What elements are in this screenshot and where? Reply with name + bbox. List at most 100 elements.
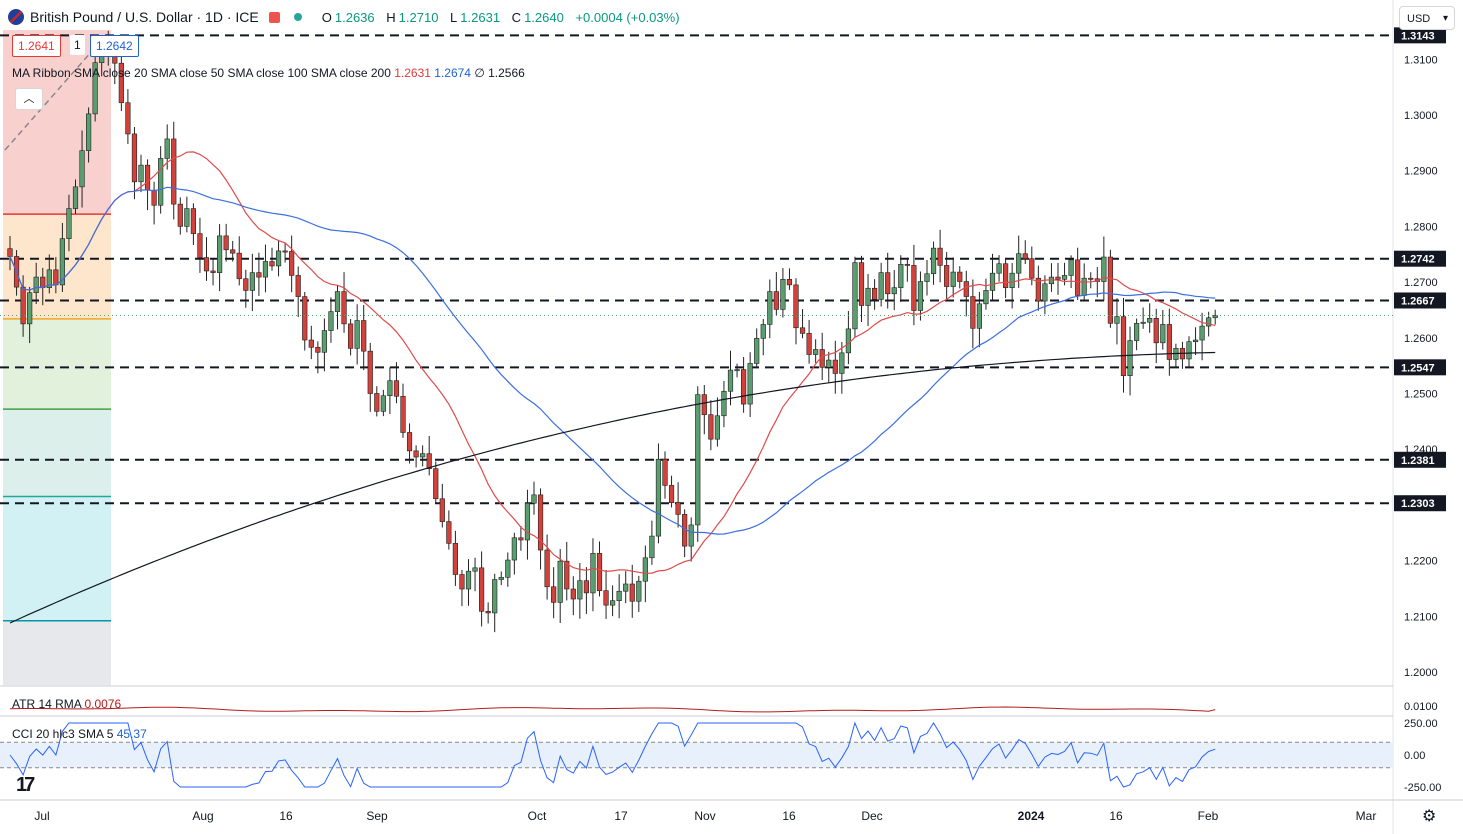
time-tick-label: Dec [861,809,882,823]
price-tick-label: 1.2500 [1404,389,1438,401]
atr-value: 0.0076 [84,697,122,711]
candle-body [465,570,472,590]
atr-line [9,706,1216,713]
candle-body [413,450,419,458]
candle [367,342,373,412]
candle-body [596,553,603,591]
candle-body [249,272,255,291]
candle [721,381,727,428]
atr-legend[interactable]: ATR 14 RMA 0.0076 [12,697,121,711]
candle [832,340,838,394]
candle [144,159,151,211]
candle [400,383,406,438]
candle-body [891,287,897,295]
candle [767,279,773,339]
candle-body [708,414,714,440]
candle-body [957,271,963,282]
candle-body [79,150,85,188]
candle-body [1199,325,1205,341]
time-tick-label: Sep [366,809,388,823]
candle-body [426,453,432,469]
candle-body [236,252,242,280]
candle-body [243,278,249,291]
candle-body [1022,253,1028,260]
candle [1179,341,1186,369]
candle [1127,326,1133,396]
buy-price-button[interactable]: 1.2642 [90,35,139,57]
atr-label: ATR 14 RMA [12,697,82,711]
candle-body [59,238,65,286]
market-status-dot-icon [293,13,302,21]
gear-icon[interactable]: ⚙ [1422,808,1437,825]
collapse-legend-button[interactable]: ︿ [15,88,43,110]
candle [701,385,707,435]
time-tick-label: 2024 [1018,809,1045,823]
time-tick-label: Mar [1356,809,1377,823]
candle [577,563,583,619]
candle [668,475,675,508]
candle-body [308,339,314,348]
candle [950,257,956,298]
candle [217,224,223,292]
candle [387,367,393,415]
candle-body [636,580,642,602]
candle [1101,236,1107,301]
cci-label: CCI 20 hlc3 SMA 5 [12,727,114,741]
candle-body [904,263,910,266]
currency-selector[interactable]: USD ▾ [1399,6,1455,30]
candle-body [721,390,727,417]
candle [609,585,616,617]
price-level-badge [1394,359,1446,376]
candle [406,423,413,464]
candle-body [197,233,203,258]
cci-legend[interactable]: CCI 20 hlc3 SMA 5 45.37 [12,727,147,741]
candle-body [7,248,13,257]
candle-body [714,415,720,440]
candle [826,351,832,383]
price-tick-label: 1.2900 [1404,166,1438,178]
candle [780,268,786,318]
tradingview-logo-icon[interactable]: 17 [16,774,35,796]
candle-body [289,251,295,276]
candle-body [53,269,59,286]
candle [125,89,131,144]
candle [478,551,485,627]
candle-body [675,502,681,515]
candle-body [937,247,943,266]
candle-body [695,394,701,526]
candle [904,257,910,282]
candle-body [315,346,321,353]
candle [184,196,190,233]
candle [714,397,720,447]
candle [393,362,400,404]
candle [603,569,609,619]
fib-zone [3,214,111,319]
candle [1212,309,1218,325]
price-level-badge [1394,292,1446,309]
candle-body [858,262,865,306]
ma-ribbon-legend[interactable]: MA Ribbon SMA close 20 SMA close 50 SMA … [12,66,525,80]
candle [1153,308,1159,364]
candle-body [256,272,262,278]
candle [203,237,210,281]
sma200-line [9,351,1216,624]
gbp-usd-flag-icon [8,9,24,25]
candle [289,235,295,293]
candle-body [1206,317,1212,327]
ma-ribbon-label: MA Ribbon SMA close 20 SMA close 50 SMA … [12,66,391,80]
candle [190,203,197,245]
candle-body [1120,316,1127,376]
sell-price-button[interactable]: 1.2641 [12,35,61,57]
symbol-title[interactable]: British Pound / U.S. Dollar · 1D · ICE [30,9,259,25]
candle-body [649,535,655,559]
candle [754,328,760,369]
candle-body [184,208,190,227]
candle-body [1114,316,1120,324]
candle-body [217,235,223,273]
candle [243,269,249,308]
candle-body [1153,318,1159,344]
candle [786,268,793,290]
candle [197,217,203,273]
candle [1009,262,1015,309]
